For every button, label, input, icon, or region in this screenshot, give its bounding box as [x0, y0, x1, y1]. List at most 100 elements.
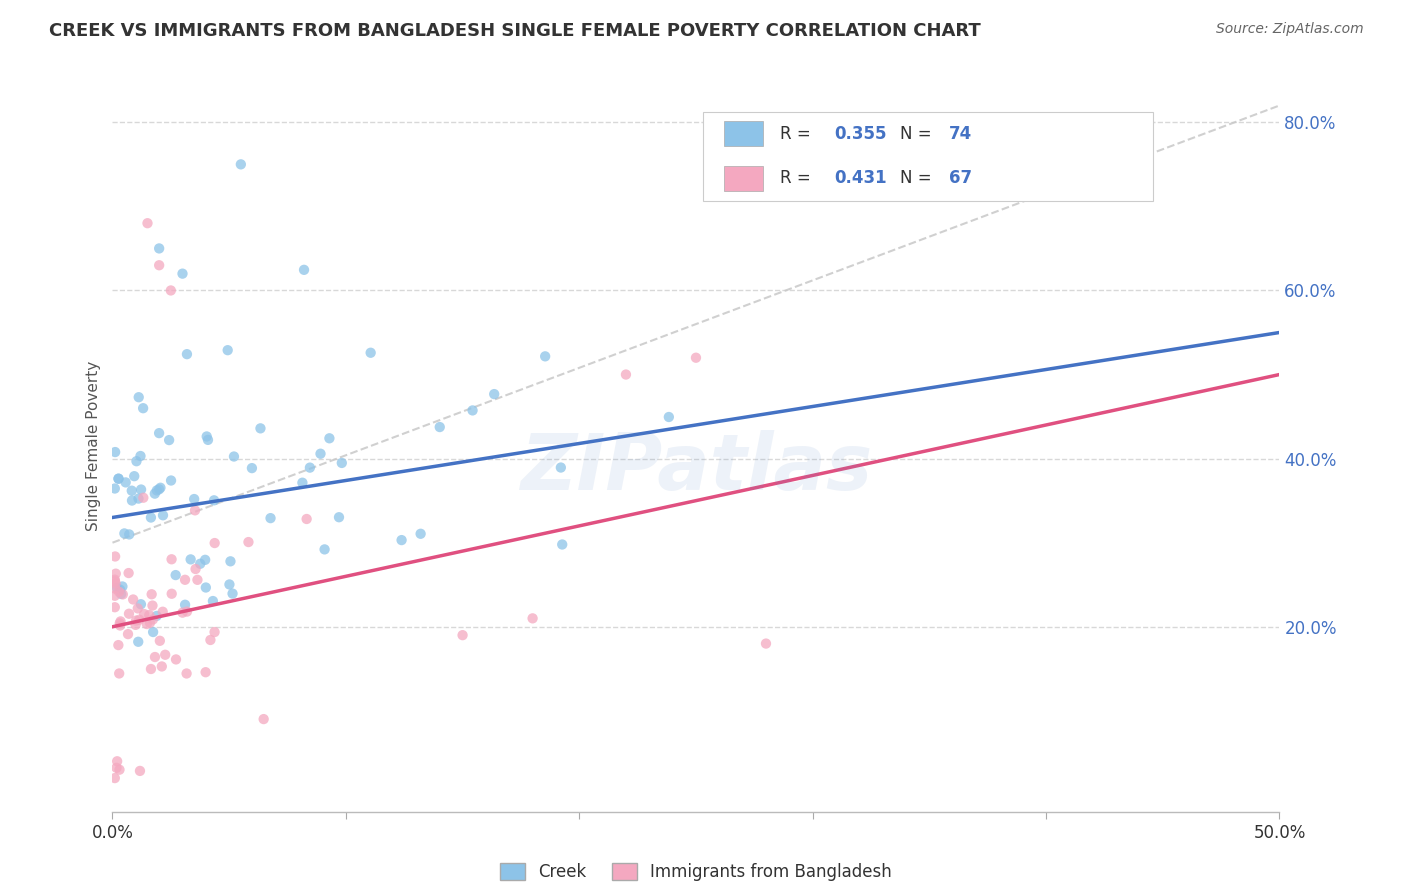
Point	[184, 562, 207, 576]
Point	[117, 566, 139, 580]
Point	[108, 618, 131, 632]
Point	[186, 573, 208, 587]
Point	[107, 472, 129, 486]
Point	[136, 216, 159, 230]
Text: CREEK VS IMMIGRANTS FROM BANGLADESH SINGLE FEMALE POVERTY CORRELATION CHART: CREEK VS IMMIGRANTS FROM BANGLADESH SING…	[49, 22, 981, 40]
Point	[132, 401, 155, 416]
Point	[201, 594, 224, 608]
Point	[238, 535, 260, 549]
Point	[218, 577, 240, 591]
Point	[174, 598, 197, 612]
Point	[108, 584, 131, 599]
Point	[330, 456, 353, 470]
Point	[429, 420, 451, 434]
Point	[127, 491, 149, 506]
Point	[104, 574, 127, 589]
Point	[176, 666, 198, 681]
Point	[146, 483, 169, 498]
Point	[111, 579, 134, 593]
Point	[107, 472, 129, 486]
Point	[292, 263, 315, 277]
Point	[184, 503, 207, 517]
Point	[148, 426, 170, 441]
Point	[139, 615, 162, 630]
Point	[551, 537, 574, 551]
Point	[318, 431, 340, 445]
Point	[141, 599, 163, 613]
Point	[125, 614, 148, 628]
Point	[291, 475, 314, 490]
Point	[104, 576, 127, 591]
Point	[153, 648, 176, 662]
Point	[194, 581, 217, 595]
Point	[195, 429, 218, 443]
Point	[165, 652, 187, 666]
Text: Source: ZipAtlas.com: Source: ZipAtlas.com	[1216, 22, 1364, 37]
Point	[160, 474, 183, 488]
Point	[172, 267, 194, 281]
Point	[202, 493, 225, 508]
Point	[125, 454, 148, 468]
Point	[122, 592, 145, 607]
Point	[482, 387, 505, 401]
Point	[129, 483, 152, 497]
Point	[129, 597, 152, 611]
Text: R =: R =	[780, 169, 817, 187]
Point	[152, 605, 174, 619]
Point	[132, 491, 155, 505]
Point	[194, 553, 217, 567]
Point	[197, 433, 219, 447]
Text: 0.431: 0.431	[834, 169, 886, 187]
Point	[128, 613, 150, 627]
Point	[104, 573, 127, 587]
Point	[142, 612, 165, 626]
Point	[309, 447, 332, 461]
Point	[451, 628, 474, 642]
Point	[259, 511, 281, 525]
Point	[461, 403, 484, 417]
Point	[118, 607, 141, 621]
Point	[160, 284, 183, 298]
Point	[138, 608, 160, 623]
Point	[129, 449, 152, 463]
Point	[409, 526, 432, 541]
Point	[127, 634, 149, 648]
Point	[614, 368, 637, 382]
Point	[121, 483, 143, 498]
Point	[149, 481, 172, 495]
Point	[360, 345, 382, 359]
Point	[128, 390, 150, 404]
Text: N =: N =	[900, 125, 936, 143]
Point	[104, 589, 127, 603]
Y-axis label: Single Female Poverty: Single Female Poverty	[86, 361, 101, 531]
Point	[105, 581, 128, 595]
Point	[658, 409, 681, 424]
Point	[129, 764, 152, 778]
Point	[104, 582, 127, 596]
Point	[194, 665, 217, 680]
Point	[108, 763, 131, 777]
Point	[143, 650, 166, 665]
Point	[105, 761, 128, 775]
Point	[114, 475, 136, 490]
Text: N =: N =	[900, 169, 936, 187]
Point	[107, 638, 129, 652]
Point	[157, 433, 180, 447]
Point	[142, 625, 165, 640]
Point	[221, 586, 243, 600]
Point	[534, 349, 557, 363]
Point	[148, 242, 170, 256]
Point	[229, 157, 252, 171]
Point	[105, 754, 128, 768]
Point	[104, 445, 127, 459]
Point	[298, 460, 321, 475]
Point	[755, 636, 778, 650]
Point	[139, 510, 162, 524]
Point	[165, 568, 187, 582]
Point	[180, 552, 202, 566]
Point	[522, 611, 544, 625]
Point	[141, 587, 163, 601]
Point	[160, 587, 183, 601]
Point	[204, 625, 226, 640]
Point	[145, 608, 167, 623]
